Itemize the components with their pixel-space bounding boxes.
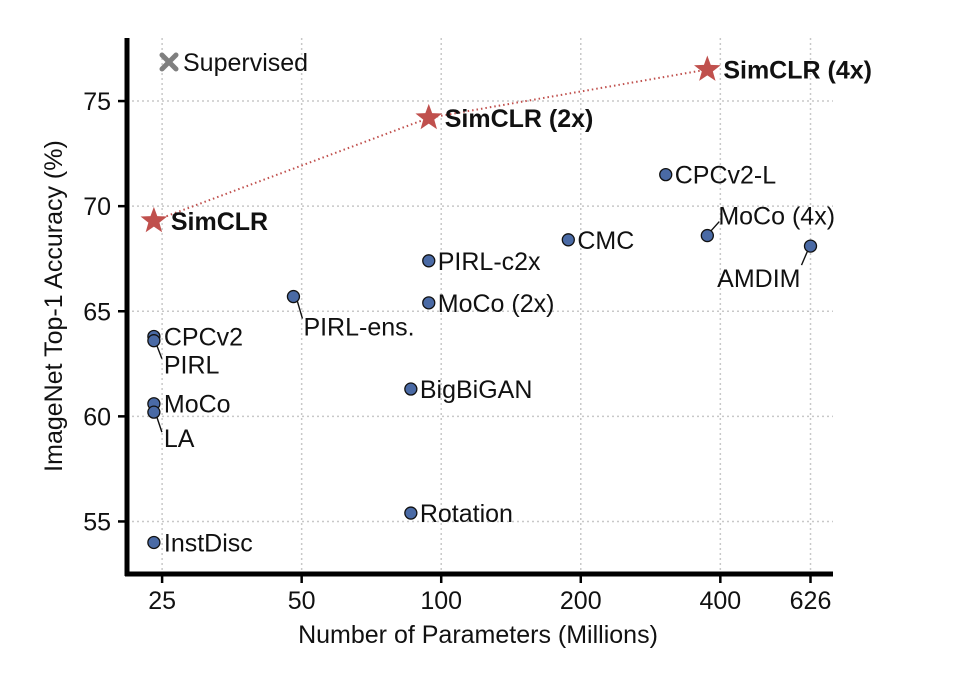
x-tick-label-626: 626 — [790, 587, 832, 615]
y-tick-label-65: 65 — [83, 298, 111, 326]
label-moco-4x: MoCo (4x) — [718, 203, 835, 231]
label-cpcv2: CPCv2 — [164, 323, 243, 351]
marker-cmc — [561, 233, 575, 247]
legend: Supervised — [159, 49, 308, 77]
label-instdisc: InstDisc — [164, 529, 253, 557]
marker-simclr-4x — [694, 55, 721, 81]
tick-labels: 25 50 100 200 400 626 55 60 65 70 75 — [83, 88, 831, 615]
label-amdim: AMDIM — [717, 265, 800, 293]
marker-bigbigan — [404, 382, 418, 396]
label-cmc: CMC — [577, 227, 634, 255]
marker-pirl-ens — [286, 289, 301, 304]
label-bigbigan: BigBiGAN — [420, 376, 533, 404]
leader-lines — [156, 221, 809, 433]
axes — [124, 38, 833, 577]
leader-moco-4x — [709, 221, 720, 233]
y-tick-label-60: 60 — [83, 403, 111, 431]
marker-amdim — [803, 239, 818, 253]
leader-pirl — [156, 345, 163, 359]
marker-instdisc — [147, 535, 161, 550]
legend-label: Supervised — [183, 49, 308, 77]
legend-x-icon — [159, 52, 179, 72]
simclr-dotted-line — [153, 68, 708, 222]
label-rotation: Rotation — [420, 500, 513, 528]
label-pirl-c2x: PIRL-c2x — [438, 248, 541, 276]
label-moco: MoCo — [164, 391, 231, 419]
marker-pirl-c2x — [422, 254, 436, 268]
x-axis-title: Number of Parameters (Millions) — [298, 621, 658, 649]
label-moco-2x: MoCo (2x) — [438, 290, 555, 318]
legend-x-stroke-2 — [159, 52, 179, 72]
tick-marks — [118, 99, 812, 583]
y-tick-label-75: 75 — [83, 88, 111, 116]
marker-moco-2x — [422, 296, 436, 310]
simclr-connector — [153, 68, 708, 222]
grid-lines — [127, 38, 833, 574]
leader-amdim — [800, 250, 809, 266]
marker-cpcv2-l — [659, 167, 673, 182]
marker-simclr-2x — [415, 103, 443, 130]
label-simclr: SimCLR — [171, 208, 268, 236]
y-tick-label-70: 70 — [83, 193, 111, 221]
leader-la — [156, 416, 163, 433]
y-tick-label-55: 55 — [83, 508, 111, 536]
x-tick-label-50: 50 — [288, 587, 316, 615]
marker-rotation — [404, 506, 418, 520]
leader-pirl-ens — [296, 301, 304, 319]
label-la: LA — [164, 425, 195, 453]
label-simclr-4x: SimCLR (4x) — [723, 57, 872, 85]
marker-pirl — [147, 334, 161, 348]
x-tick-label-25: 25 — [148, 587, 176, 615]
x-tick-label-100: 100 — [420, 587, 462, 615]
label-cpcv2-l: CPCv2-L — [675, 162, 777, 190]
marker-simclr — [140, 206, 168, 233]
x-tick-label-400: 400 — [699, 587, 741, 615]
label-simclr-2x: SimCLR (2x) — [445, 105, 594, 133]
data-markers — [140, 55, 818, 550]
marker-la — [147, 405, 161, 419]
label-pirl-ens: PIRL-ens. — [303, 314, 414, 342]
label-pirl: PIRL — [164, 352, 220, 380]
marker-moco-4x — [700, 228, 714, 243]
y-axis-title: ImageNet Top-1 Accuracy (%) — [40, 140, 68, 472]
x-tick-label-200: 200 — [560, 587, 602, 615]
